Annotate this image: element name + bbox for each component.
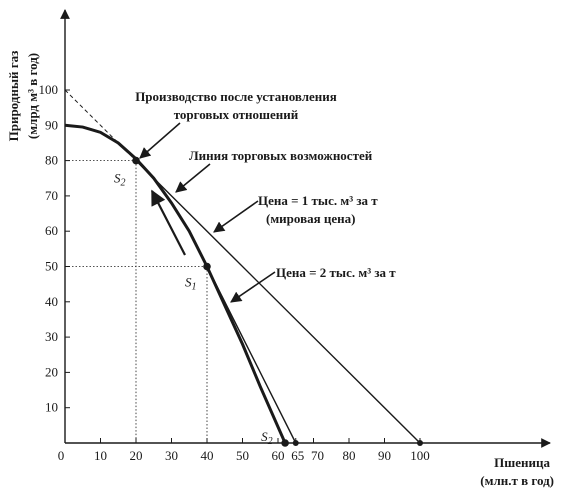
y-tick-label: 90: [45, 117, 58, 132]
annotation-trade-line: Линия торговых возможностей: [189, 148, 373, 163]
y-tick-label: 40: [45, 294, 58, 309]
trade-line-dashed: [64, 89, 137, 161]
pointer-trade: [175, 163, 211, 193]
point-marker: [281, 439, 289, 447]
point-label: S2: [261, 429, 273, 447]
point-label: S1: [185, 275, 197, 293]
x-tick-label: 65: [291, 448, 304, 463]
pointer-production: [139, 122, 181, 159]
price1-line: [135, 160, 421, 444]
y-tick-label: 100: [39, 82, 59, 97]
annotation-price1-line1: Цена = 1 тыс. м³ за т: [258, 193, 378, 208]
ppf-curve: [64, 123, 287, 444]
y-tick-label: 60: [45, 223, 58, 238]
annotation-production-1: Производство после установления: [135, 89, 337, 104]
point-marker: [203, 262, 211, 271]
x-tick-label: 0: [58, 448, 65, 463]
x-tick-label: 70: [311, 448, 324, 463]
y-tick-label: 10: [45, 400, 58, 415]
y-tick-label: 70: [45, 188, 58, 203]
point-x100: [417, 440, 423, 446]
y-tick-label: 20: [45, 364, 58, 379]
annotation-production-2: торговых отношений: [174, 107, 299, 122]
x-tick-label: 60: [272, 448, 285, 463]
x-tick-label: 50: [236, 448, 249, 463]
x-tick-label: 20: [130, 448, 143, 463]
pointer-price2: [230, 271, 276, 303]
y-axis-title: Природный газ (млрд м³ в год): [6, 51, 40, 142]
annotation-price1-line2: (мировая цена): [266, 211, 355, 226]
point-x65: [292, 440, 299, 446]
x-tick-label: 90: [378, 448, 391, 463]
pointer-price1: [213, 200, 259, 233]
x-tick-label: 30: [165, 448, 178, 463]
x-tick-label: 100: [410, 448, 430, 463]
y-axis-title-main: Природный газ: [6, 51, 21, 142]
y-tick-label: 30: [45, 329, 58, 344]
point-marker: [132, 156, 140, 165]
point-label: S2: [114, 171, 126, 189]
y-tick-label: 50: [45, 259, 58, 274]
annotation-price2: Цена = 2 тыс. м³ за т: [276, 265, 396, 280]
x-axis-title-unit: (млн.т в год): [480, 473, 554, 488]
x-axis-title: Пшеница (млн.т в год): [480, 455, 554, 488]
y-axis-title-unit: (млрд м³ в год): [25, 53, 40, 139]
x-tick-label: 10: [94, 448, 107, 463]
x-tick-label: 40: [201, 448, 214, 463]
movement-arrow: [151, 189, 186, 256]
y-tick-label: 80: [45, 153, 58, 168]
x-axis-title-main: Пшеница: [494, 455, 550, 470]
x-tick-label: 80: [343, 448, 356, 463]
